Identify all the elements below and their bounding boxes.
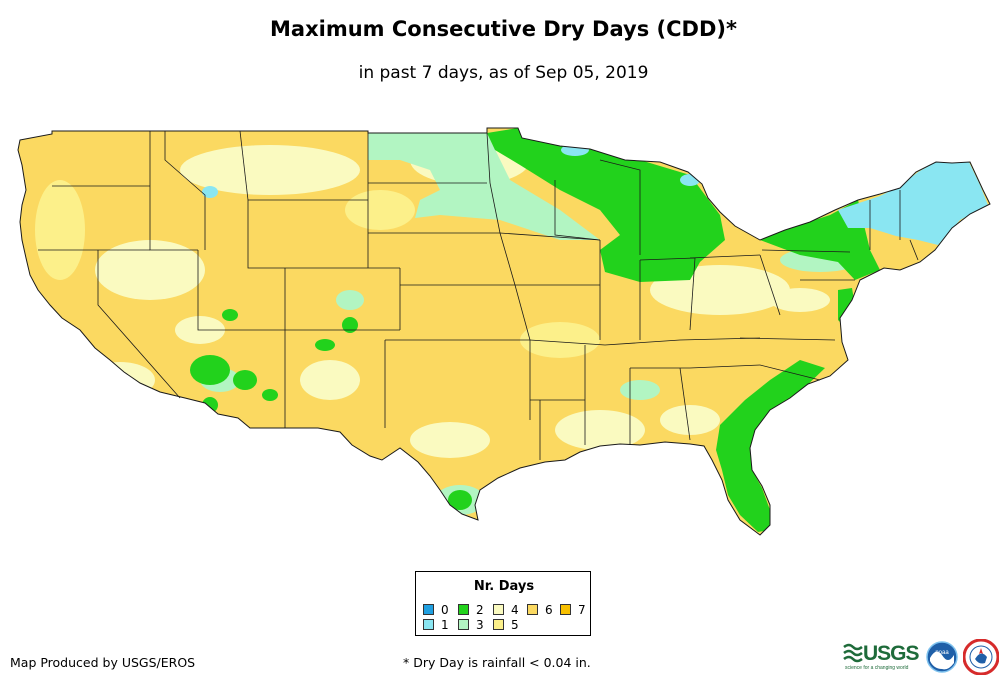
noaa-logo: noaa <box>926 641 958 673</box>
legend-title: Nr. Days <box>473 579 535 594</box>
dry-day-footnote: * Dry Day is rainfall < 0.04 in. <box>403 655 591 670</box>
state-boundaries <box>17 127 991 536</box>
usgs-logo-tagline: science for a changing world <box>845 665 909 671</box>
legend-label-7: 7 <box>578 603 586 617</box>
usgs-logo-text: USGS <box>863 642 920 665</box>
legend-swatch-0 <box>423 604 434 615</box>
nws-logo <box>963 639 999 675</box>
dry-days-raster <box>18 128 990 535</box>
map-title: Maximum Consecutive Dry Days (CDD)* <box>270 17 737 41</box>
map-credit: Map Produced by USGS/EROS <box>10 655 196 670</box>
legend-swatch-1 <box>423 619 434 630</box>
legend-label-6: 6 <box>545 603 553 617</box>
legend-label-2: 2 <box>476 603 484 617</box>
usgs-logo: USGS science for a changing world <box>843 641 920 671</box>
legend-label-1: 1 <box>441 618 449 632</box>
legend-label-3: 3 <box>476 618 484 632</box>
legend-label-0: 0 <box>441 603 449 617</box>
legend-swatch-2 <box>458 604 469 615</box>
legend-swatch-5 <box>493 619 504 630</box>
legend-swatch-4 <box>493 604 504 615</box>
legend-swatch-7 <box>560 604 571 615</box>
five-day-areas <box>35 180 600 358</box>
map-subtitle: in past 7 days, as of Sep 05, 2019 <box>358 63 649 83</box>
noaa-logo-text: noaa <box>935 650 949 656</box>
usgs-wave-icon <box>843 643 863 663</box>
legend-label-5: 5 <box>511 618 519 632</box>
legend-swatch-3 <box>458 619 469 630</box>
legend-swatch-6 <box>527 604 538 615</box>
three-day-areas <box>200 131 860 515</box>
legend-label-4: 4 <box>511 603 519 617</box>
legend: Nr. Days 0 1 2 3 4 5 6 7 <box>415 571 591 636</box>
